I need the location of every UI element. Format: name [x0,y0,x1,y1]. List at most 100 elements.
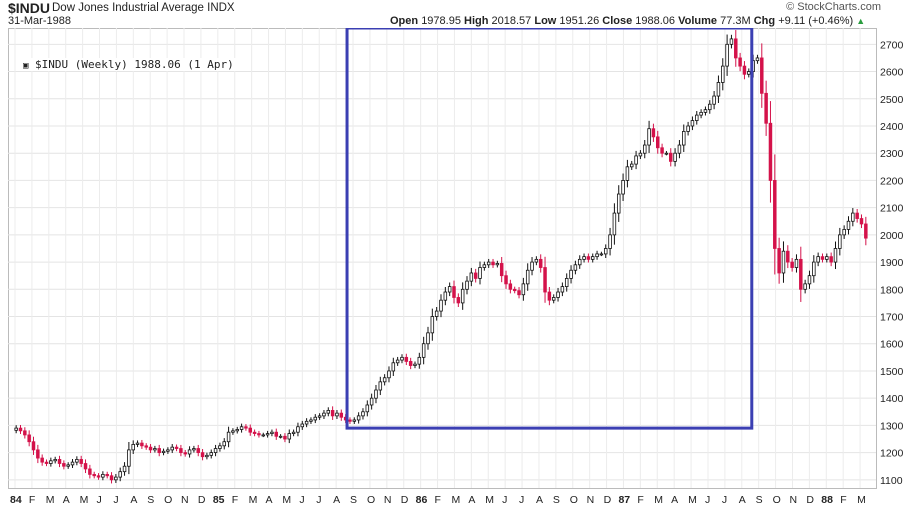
candle-body [460,288,465,304]
candle-body [590,256,595,260]
candle-body [18,427,23,432]
candle-body [725,43,729,67]
candle-body [447,286,452,293]
brand-logo: © StockCharts.com [786,1,881,13]
candle-body [235,429,239,432]
candle-body [369,397,374,406]
candle-body [426,332,430,345]
x-tick-label: J [502,494,507,506]
candle-body [482,264,487,268]
candle-body [508,283,513,290]
candle-body [695,114,699,121]
x-tick-label: N [789,494,797,506]
candle-body [62,463,66,467]
candle-body [760,57,764,94]
candle-body [170,446,174,451]
candle-body [768,122,773,181]
candle-body [686,125,690,132]
candle-body [747,71,751,75]
x-tick-label: N [384,494,392,506]
candle-body [53,459,57,462]
candle-body [833,248,838,263]
candle-body [317,415,322,418]
candle-body [239,426,244,430]
x-tick-label: O [367,494,375,506]
candle-body [313,416,318,421]
candle-body [608,234,612,249]
candle-body [183,452,187,455]
candle-body [75,459,79,463]
candle-body [712,95,716,105]
candle-body [439,299,443,312]
x-tick-label: M [80,494,89,506]
candle-body [478,267,482,279]
candle-body [616,193,621,214]
x-tick-label: A [333,494,340,506]
candle-body [148,446,153,451]
x-tick-label: A [739,494,746,506]
y-tick-label: 2100 [880,203,904,215]
x-tick-label: F [840,494,846,506]
candle-body [417,356,422,365]
x-tick-label: 86 [416,494,428,506]
candle-body [382,377,387,383]
x-tick-label: M [857,494,866,506]
candle-body [764,92,768,124]
candle-body [131,444,135,451]
highlight-box [345,28,754,430]
candle-body [595,253,599,258]
candle-body [434,310,439,317]
candle-body [291,431,296,434]
candle-body [27,434,31,443]
candle-body [161,450,166,454]
candle-body [551,297,556,301]
y-tick-label: 1800 [880,284,904,296]
candle-body [352,419,357,422]
x-tick-label: F [637,494,643,506]
candle-body [690,120,695,127]
candle-body [309,419,313,422]
candle-body [330,410,335,417]
candle-body [556,291,560,298]
candle-body [57,459,62,464]
candle-body [166,449,170,452]
open-value: 1978.95 [421,15,461,27]
volume-value: 77.3M [720,15,751,27]
candle-body [577,258,582,266]
candle-body [820,256,825,260]
y-tick-label: 2200 [880,175,904,187]
candle-body [547,291,552,301]
candle-body [647,128,651,146]
x-tick-label: A [671,494,678,506]
candle-body [83,463,88,470]
candle-body [521,283,526,296]
x-tick-label: J [299,494,304,506]
x-tick-label: O [164,494,172,506]
candle-body [738,57,742,67]
candle-body [573,264,578,271]
x-tick-label: D [198,494,206,506]
candle-body [153,448,157,451]
candle-body [283,435,287,440]
candle-body [703,109,708,113]
y-tick-label: 1100 [880,475,903,487]
candle-body [70,461,75,466]
candle-body [569,269,573,279]
candle-body [721,65,725,83]
candle-body [794,258,799,268]
chart-area: 1100 1200 1300 1400 1500 1600 1700 1800 1900 2000… [8,28,908,508]
x-tick-label: A [536,494,543,506]
candle-body [361,411,365,417]
x-tick-label: A [130,494,137,506]
candle-body [144,445,148,448]
candle-body [304,420,309,425]
candle-body [378,381,383,391]
candle-body [855,212,859,219]
x-tick-label: M [485,494,494,506]
x-tick-label: D [401,494,409,506]
chg-value: +9.11 (+0.46%) [778,15,854,27]
y-tick-label: 1900 [880,257,904,269]
candle-body [716,82,721,97]
candle-body [682,131,686,146]
x-tick-label: M [451,494,460,506]
